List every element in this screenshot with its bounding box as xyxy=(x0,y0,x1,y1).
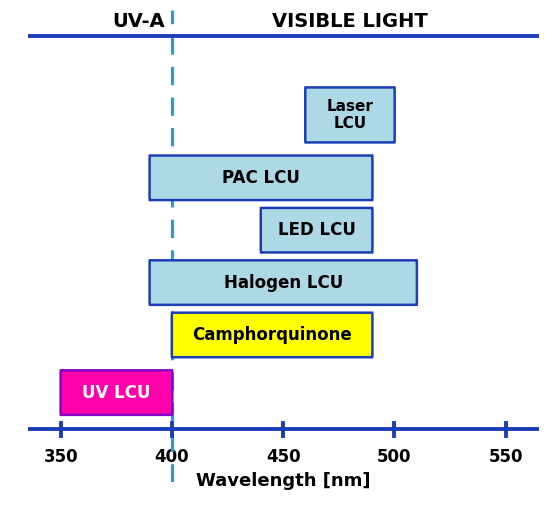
Text: Halogen LCU: Halogen LCU xyxy=(224,274,343,292)
Text: LED LCU: LED LCU xyxy=(278,221,355,239)
Text: Laser
LCU: Laser LCU xyxy=(327,99,373,131)
Text: 400: 400 xyxy=(155,448,189,465)
Text: 350: 350 xyxy=(43,448,78,465)
Text: 450: 450 xyxy=(266,448,300,465)
Text: 550: 550 xyxy=(488,448,523,465)
Text: UV LCU: UV LCU xyxy=(82,384,151,402)
Text: UV-A: UV-A xyxy=(112,12,165,31)
FancyBboxPatch shape xyxy=(305,87,395,142)
Text: PAC LCU: PAC LCU xyxy=(222,169,300,187)
FancyBboxPatch shape xyxy=(150,260,417,305)
FancyBboxPatch shape xyxy=(261,208,372,252)
Text: VISIBLE LIGHT: VISIBLE LIGHT xyxy=(272,12,428,31)
FancyBboxPatch shape xyxy=(60,370,172,415)
Text: Wavelength [nm]: Wavelength [nm] xyxy=(196,472,371,490)
Text: Camphorquinone: Camphorquinone xyxy=(192,326,352,344)
FancyBboxPatch shape xyxy=(172,313,372,357)
FancyBboxPatch shape xyxy=(150,156,372,200)
Text: 500: 500 xyxy=(377,448,412,465)
